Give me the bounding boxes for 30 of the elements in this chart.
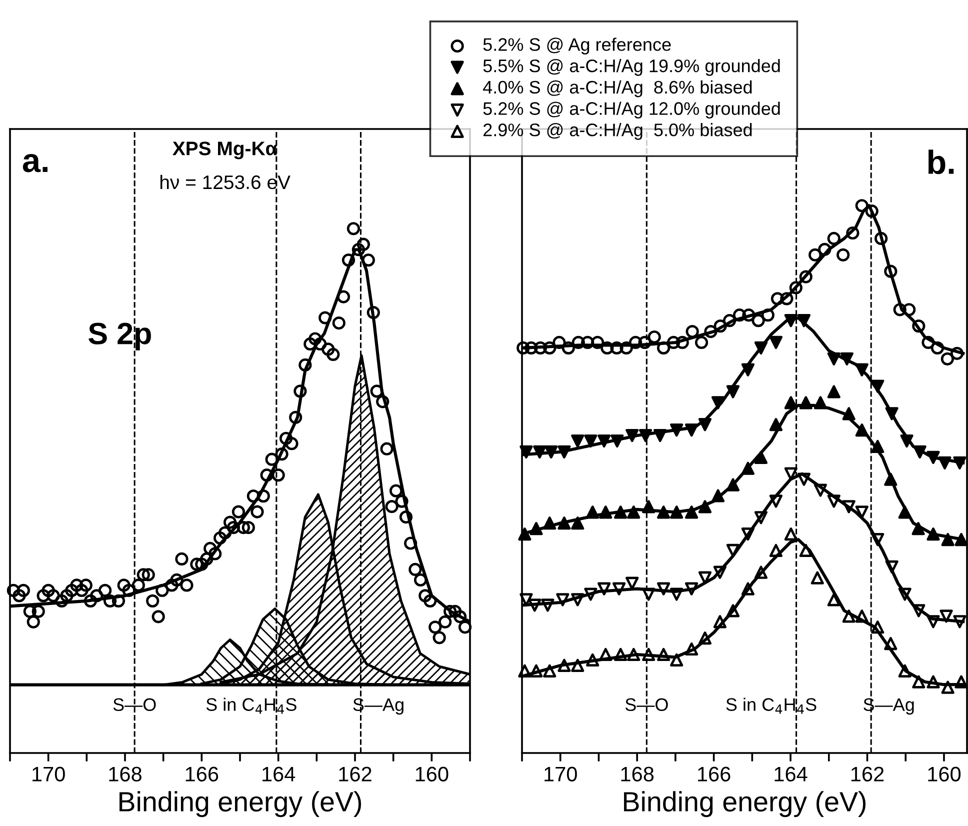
legend-label: 5.2% S @ Ag reference bbox=[483, 38, 671, 54]
x-tick-label: 162 bbox=[339, 766, 372, 782]
legend-label: 5.5% S @ a-C:H/Ag 19.9% grounded bbox=[483, 59, 780, 76]
ref-line-label: S in C$_{4}$H$_{4}$S bbox=[726, 698, 816, 714]
x-tick-label: 160 bbox=[416, 766, 448, 782]
x-tick-label: 170 bbox=[544, 766, 577, 782]
text: a. bbox=[22, 154, 48, 172]
x-axis-title: Binding energy (eV) bbox=[120, 791, 362, 818]
x-axis-title: Binding energy (eV) bbox=[624, 791, 866, 818]
text: XPS Mg-Kα bbox=[172, 142, 278, 160]
legend-label: 4.0% S @ a-C:H/Ag 8.6% biased bbox=[483, 80, 752, 98]
x-tick-label: 164 bbox=[262, 766, 296, 782]
ref-line-label: S in C$_{4}$H$_{4}$S bbox=[206, 698, 296, 714]
x-tick-label: 168 bbox=[621, 766, 654, 782]
x-tick-label: 170 bbox=[32, 766, 65, 782]
ref-line-label: S—Ag bbox=[353, 698, 404, 715]
text: b. bbox=[928, 150, 954, 174]
x-tick-label: 166 bbox=[186, 766, 218, 782]
x-tick-label: 160 bbox=[928, 766, 961, 782]
x-tick-label: 168 bbox=[109, 766, 142, 782]
legend-label: 2.9% S @ a-C:H/Ag 5.0% biased bbox=[484, 123, 752, 140]
x-tick-label: 162 bbox=[851, 766, 884, 782]
x-tick-label: 164 bbox=[774, 766, 808, 782]
ref-line-label: S—O bbox=[625, 698, 668, 712]
ref-line-label: S—O bbox=[113, 698, 156, 712]
annotation: S 2p bbox=[88, 322, 151, 350]
x-tick-label: 166 bbox=[698, 766, 730, 782]
ref-line-label: S—Ag bbox=[864, 698, 914, 715]
legend-label: 5.2% S @ a-C:H/Ag 12.0% grounded bbox=[483, 102, 780, 119]
text: hν = 1253.6 eV bbox=[160, 174, 290, 190]
